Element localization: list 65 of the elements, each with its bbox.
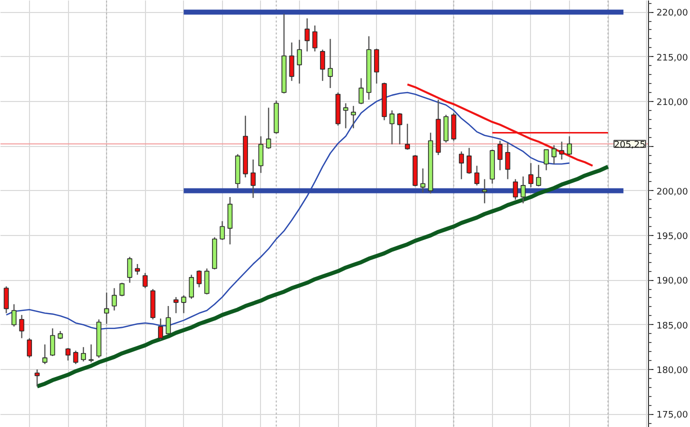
candlestick [250, 158, 256, 199]
candlestick [4, 286, 9, 314]
candlestick [142, 272, 148, 289]
candlestick [474, 165, 480, 186]
candlestick [458, 150, 464, 180]
candlestick [358, 78, 364, 105]
candlestick [80, 346, 86, 362]
candlestick [26, 338, 32, 358]
line-series [35, 164, 610, 388]
candlestick [112, 288, 117, 312]
y-tick-label: 185,00 [656, 321, 688, 332]
y-tick-label: 180,00 [656, 366, 688, 376]
candlestick [166, 305, 171, 336]
y-tick-label: 210,00 [656, 98, 688, 108]
candlestick [73, 350, 78, 365]
candlestick [88, 344, 94, 363]
candlestick [188, 274, 194, 300]
candlestick [258, 136, 264, 174]
candlestick [119, 282, 125, 297]
y-tick-label: 195,00 [656, 232, 688, 242]
candlestick [134, 263, 140, 276]
y-tick-label: 190,00 [656, 276, 688, 287]
candlestick [389, 110, 395, 145]
candlestick [559, 141, 564, 160]
candlestick [505, 142, 510, 180]
candlestick [536, 164, 542, 187]
candlestick [544, 149, 549, 171]
candlestick [312, 24, 318, 52]
candlestick [42, 344, 48, 365]
candlestick [181, 294, 186, 314]
candlestick [266, 107, 272, 150]
y-tick-label: 215,00 [656, 53, 688, 64]
candlestick [196, 270, 202, 288]
candlestick [404, 123, 410, 150]
candlestick [374, 48, 380, 84]
candlestick [50, 328, 56, 357]
candlestick [551, 144, 557, 165]
candlestick [34, 368, 40, 388]
candlestick [397, 112, 402, 145]
y-tick-label: 175,00 [656, 410, 688, 421]
candlestick [204, 268, 210, 295]
y-tick-label: 220,00 [656, 8, 688, 19]
candlestick [11, 304, 17, 328]
candlestick [65, 347, 71, 362]
candlestick [220, 220, 225, 241]
candlestick [158, 318, 164, 341]
candlestick [482, 178, 488, 204]
candlestick [520, 176, 526, 204]
candlestick [127, 256, 132, 284]
candlestick [466, 147, 472, 174]
candlestick [512, 178, 518, 200]
candlestick [19, 314, 24, 339]
candlestick [420, 168, 426, 194]
candlestick [566, 136, 572, 156]
candlestick [320, 49, 326, 82]
y-tick-label: 200,00 [656, 187, 688, 198]
candlestick [497, 140, 503, 171]
candlestick [328, 38, 333, 89]
candlestick [343, 102, 348, 129]
candlestick [304, 18, 310, 52]
candlestick [289, 42, 294, 82]
candlestick [296, 39, 302, 84]
candlestick [173, 296, 179, 314]
candlestick [528, 162, 534, 188]
candlestick [104, 292, 110, 324]
